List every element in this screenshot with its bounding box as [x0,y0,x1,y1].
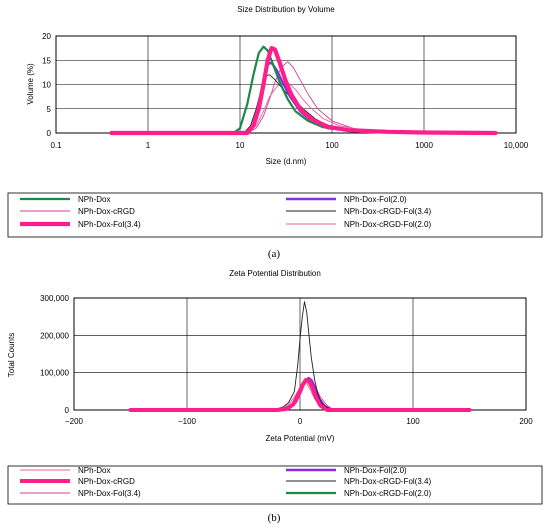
y-tick-label-size: 5 [47,105,52,114]
x-axis-label-size: Size (d.nm) [266,157,307,166]
legend-label-nph-dox-crgd-fol-3-4: NPh-Dox-cRGD-Fol(3.4) [344,207,431,216]
ticks-size: 0.1 1 10 100 1000 10,000 0 5 10 15 20 [42,32,529,150]
panel-label-a: (a) [268,248,281,260]
legend-label-nph-dox-fol-2-0: NPh-Dox-Fol(2.0) [344,466,407,475]
x-tick-label-size: 1000 [415,141,433,150]
x-axis-label-zeta: Zeta Potential (mV) [266,434,335,443]
y-tick-label-zeta: 300,000 [40,294,69,303]
x-tick-label-zeta: 100 [406,417,420,426]
legend-label-nph-dox-crgd-fol-2-0: NPh-Dox-cRGD-Fol(2.0) [344,220,431,229]
x-tick-label-size: 10 [236,141,245,150]
legend-label-nph-dox-crgd-fol-3-4: NPh-Dox-cRGD-Fol(3.4) [344,477,431,486]
legend-size: NPh-Dox NPh-Dox-cRGD NPh-Dox-Fol(3.4) NPh-D… [20,195,431,229]
legend-label-nph-dox-crgd: NPh-Dox-cRGD [78,207,135,216]
series-line-nph-dox [110,45,497,135]
legend-label-nph-dox-fol-3-4: NPh-Dox-Fol(3.4) [78,489,141,498]
series-lines-size [109,45,498,136]
series-line-nph-dox-crgd-fol-2-0 [110,81,497,134]
legend-zeta: NPh-Dox NPh-Dox-cRGD NPh-Dox-Fol(3.4) NPh-D… [20,466,431,498]
series-line-nph-dox-crgd [128,378,472,412]
series-line-nph-dox-fol-2-0 [110,61,497,135]
x-tick-label-size: 1 [146,141,151,150]
series-line-nph-dox-crgd-fol-3-4 [130,301,470,411]
y-tick-label-size: 20 [42,32,51,41]
zeta-distribution-panel: Zeta Potential Distribution −200 −100 0 100… [7,269,543,524]
chart-title-zeta: Zeta Potential Distribution [229,269,321,278]
series-line-nph-dox-crgd-fol-3-4 [110,74,497,134]
y-axis-label-zeta: Total Counts [7,333,16,377]
x-tick-label-size: 10,000 [504,141,529,150]
legend-label-nph-dox: NPh-Dox [78,466,110,475]
legend-label-nph-dox-crgd: NPh-Dox-cRGD [78,477,135,486]
y-tick-label-size: 0 [47,129,52,138]
series-lines-zeta [128,301,472,412]
legend-box-zeta [7,465,543,505]
y-tick-label-size: 10 [42,81,51,90]
legend-label-nph-dox-crgd-fol-2-0: NPh-Dox-cRGD-Fol(2.0) [344,489,431,498]
legend-label-nph-dox-fol-3-4: NPh-Dox-Fol(3.4) [78,220,141,229]
series-line-nph-dox-fol-3-4 [109,45,498,136]
chart-title-size: Size Distribution by Volume [237,5,335,14]
legend-label-nph-dox: NPh-Dox [78,195,110,204]
x-tick-label-zeta: 0 [298,417,303,426]
y-axis-label-size: Volume (%) [26,63,35,105]
x-tick-label-size: 0.1 [50,141,62,150]
legend-box-size [7,192,543,238]
x-tick-label-size: 100 [325,141,339,150]
legend-label-nph-dox-fol-2-0: NPh-Dox-Fol(2.0) [344,195,407,204]
y-tick-label-zeta: 100,000 [40,369,69,378]
size-distribution-panel: Size Distribution by Volume 0.1 1 10 100 100… [7,5,543,260]
y-tick-label-zeta: 0 [65,406,70,415]
series-line-nph-dox-crgd [110,61,497,134]
panel-label-b: (b) [268,512,281,524]
ticks-zeta: −200 −100 0 100 200 0 100,000 200,000 300,000 [40,294,533,426]
y-tick-label-size: 15 [42,56,51,65]
x-tick-label-zeta: −100 [178,417,197,426]
y-tick-label-zeta: 200,000 [40,331,69,340]
x-tick-label-zeta: 200 [519,417,533,426]
x-tick-label-zeta: −200 [65,417,84,426]
